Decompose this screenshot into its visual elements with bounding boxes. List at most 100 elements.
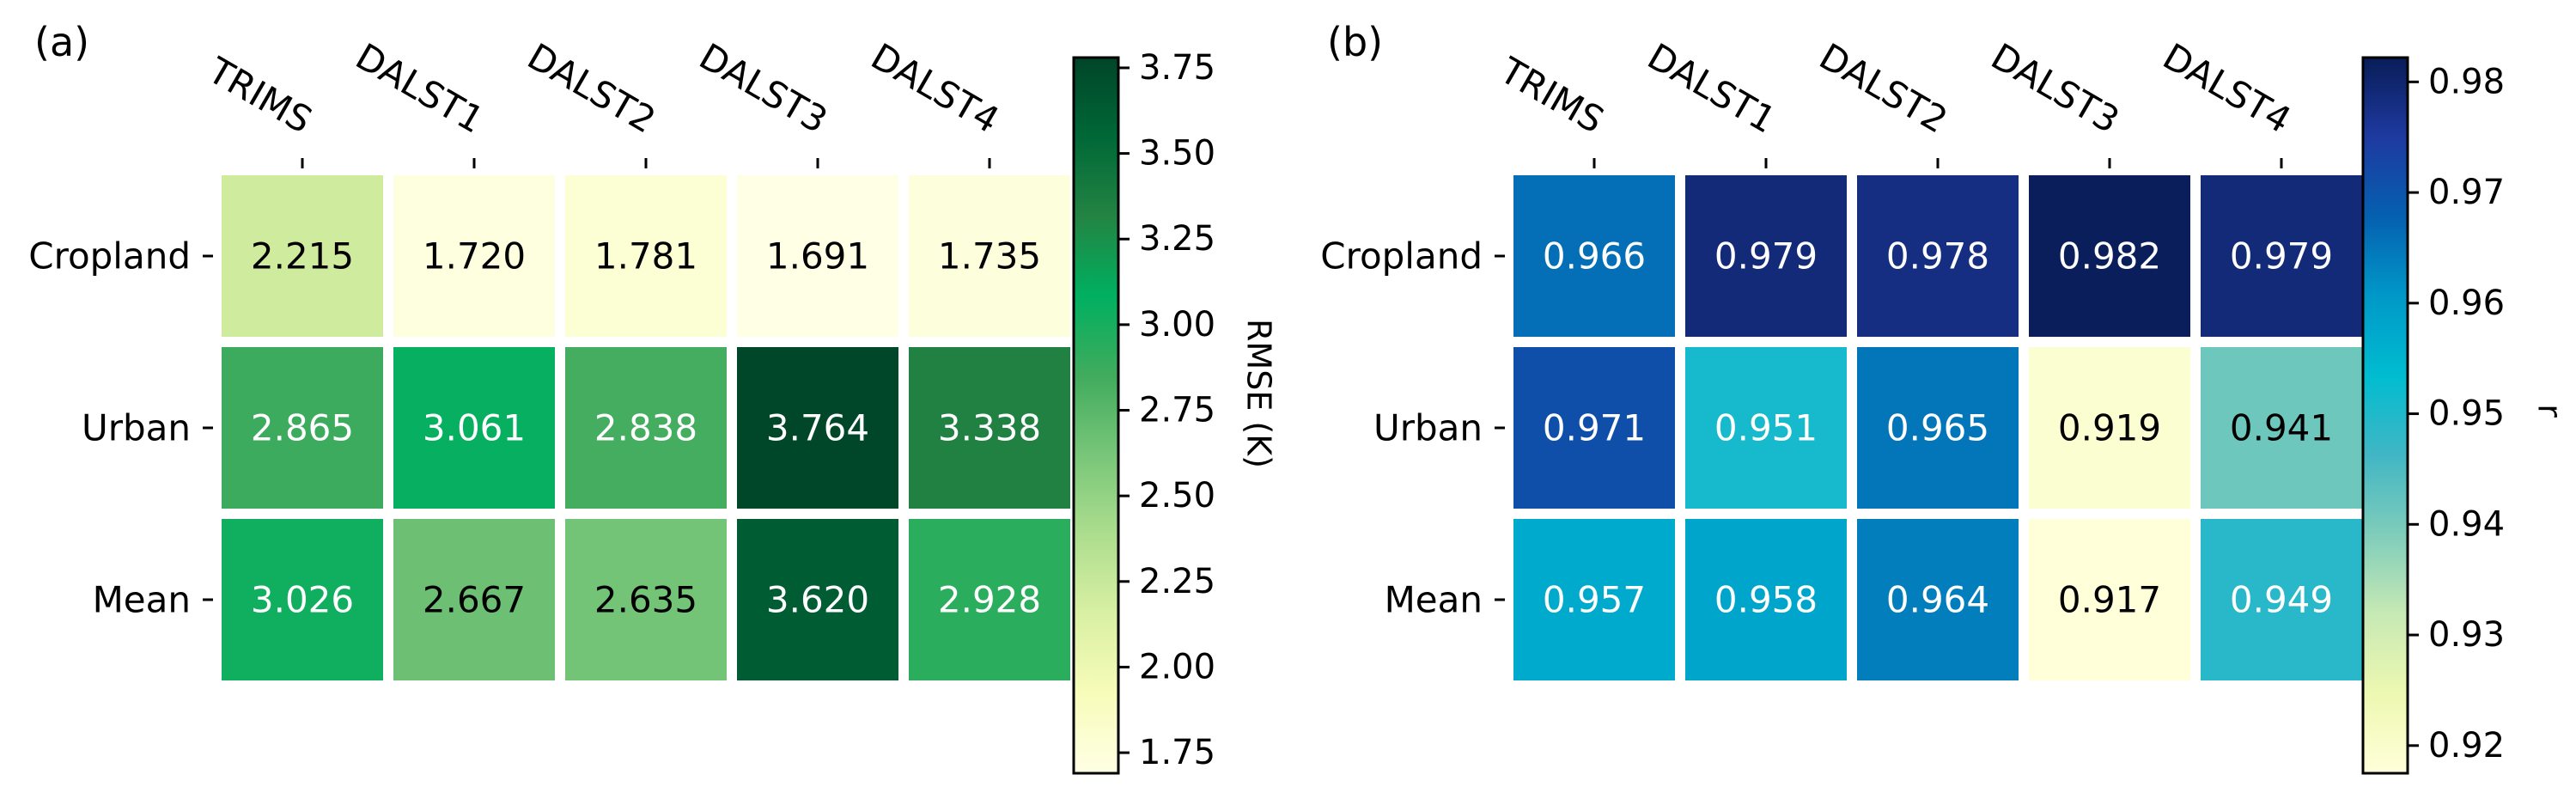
heatmap-cell [565,519,727,680]
x-tick-label: DALST4 [864,35,1006,142]
rmse-heatmap-cells: 2.215 1.720 1.781 1.691 1.735 2.865 3.061 2.838… [222,175,1070,680]
cell-value-label: 0.919 [2058,407,2161,449]
x-tick-label: DALST2 [521,35,662,142]
cell-value-label: 1.781 [594,235,697,278]
heatmap-cell [2029,347,2190,509]
colorbar-gradient [1072,56,1120,775]
cell-value-label: 1.720 [423,235,526,278]
x-tick-label: DALST4 [2156,35,2298,142]
heatmap-cell [1857,519,2019,680]
x-tick-label: DALST2 [1812,35,1954,142]
y-tick-label: Cropland [1320,235,1483,278]
colorbar-tick-label: 2.75 [1139,391,1215,430]
heatmap-cell [222,347,383,509]
cell-value-label: 3.026 [251,579,354,621]
x-tick-label: DALST3 [1984,35,2126,142]
cell-value-label: 0.979 [1714,235,1818,278]
cell-value-label: 0.978 [1886,235,1989,278]
heatmap-cell [737,175,898,337]
colorbar-tick-label: 3.00 [1139,305,1215,345]
cell-value-label: 3.620 [766,579,869,621]
colorbar-tick-label: 0.95 [2428,394,2505,434]
heatmap-cell [222,175,383,337]
rmse-y-axis: Cropland Urban Mean [28,235,213,621]
heatmap-cell [1513,175,1675,337]
heatmap-cell [2029,519,2190,680]
colorbar-tick-label: 0.94 [2428,504,2505,544]
cell-value-label: 0.957 [1543,579,1646,621]
colorbar-tick-label: 3.50 [1139,134,1215,174]
y-tick-label: Mean [93,579,191,621]
heatmap-cell [393,175,555,337]
cell-value-label: 3.061 [423,407,526,449]
colorbar-tick-label: 0.96 [2428,284,2505,323]
heatmap-cell [909,347,1070,509]
correlation-y-axis: Cropland Urban Mean [1320,235,1505,621]
correlation-x-axis: TRIMS DALST1 DALST2 DALST3 DALST4 [1492,35,2299,168]
colorbar-tick-label: 1.75 [1139,733,1215,772]
y-tick-label: Urban [1373,407,1483,449]
correlation-colorbar-label: r [2531,404,2569,418]
panel-label-a: (a) [34,19,89,65]
colorbar-tick-label: 0.97 [2428,173,2505,212]
cell-value-label: 0.979 [2230,235,2333,278]
heatmap-cell [1685,175,1847,337]
panel-label-b: (b) [1327,19,1383,65]
rmse-x-axis: TRIMS DALST1 DALST2 DALST3 DALST4 [200,35,1007,168]
cell-value-label: 2.667 [423,579,526,621]
heatmap-cell [393,519,555,680]
heatmap-cell [737,347,898,509]
cell-value-label: 2.928 [938,579,1041,621]
cell-value-label: 3.338 [938,407,1041,449]
heatmap-cell [2201,347,2362,509]
y-tick-label: Mean [1385,579,1483,621]
heatmap-cell [909,175,1070,337]
x-tick-label: TRIMS [200,49,319,142]
colorbar-tick-label: 2.00 [1139,647,1215,686]
y-tick-label: Urban [82,407,191,449]
colorbar-gradient [2361,56,2409,775]
cell-value-label: 0.949 [2230,579,2333,621]
cell-value-label: 0.951 [1714,407,1818,449]
colorbar-tick-label: 0.93 [2428,615,2505,655]
heatmap-cell [393,347,555,509]
x-tick-label: DALST1 [1641,35,1782,142]
cell-value-label: 0.971 [1543,407,1646,449]
cell-value-label: 2.838 [594,407,697,449]
cell-value-label: 2.215 [251,235,354,278]
colorbar-tick-label: 0.98 [2428,62,2505,101]
colorbar-tick-label: 2.25 [1139,562,1215,601]
cell-value-label: 0.982 [2058,235,2161,278]
heatmap-cell [1857,347,2019,509]
colorbar-tick-label: 2.50 [1139,476,1215,515]
x-tick-label: DALST3 [692,35,834,142]
heatmap-cell [222,519,383,680]
cell-value-label: 0.958 [1714,579,1818,621]
cell-value-label: 3.764 [766,407,869,449]
x-tick-label: DALST1 [349,35,490,142]
cell-value-label: 2.865 [251,407,354,449]
heatmap-cell [909,519,1070,680]
heatmap-cell [565,347,727,509]
rmse-colorbar-label: RMSE (K) [1240,319,1278,468]
correlation-heatmap-cells: 0.966 0.979 0.978 0.982 0.979 0.971 0.951 0.965… [1513,170,2372,686]
colorbar-tick-label: 3.75 [1139,48,1215,88]
heatmap-cell [2201,175,2362,337]
heatmap-cell [565,175,727,337]
cell-value-label: 1.735 [938,235,1041,278]
cell-value-label: 1.691 [766,235,869,278]
rmse-colorbar: 1.75 2.00 2.25 2.50 2.75 3.00 3.25 3.50 3.75 [1072,48,1215,775]
heatmap-cell [737,519,898,680]
colorbar-tick-label: 3.25 [1139,219,1215,259]
heatmap-cell [1513,347,1675,509]
y-tick-label: Cropland [28,235,191,278]
cell-value-label: 0.917 [2058,579,2161,621]
cell-value-label: 0.964 [1886,579,1989,621]
cell-value-label: 0.941 [2230,407,2333,449]
heatmap-cell [2029,175,2190,337]
heatmap-cell [1857,175,2019,337]
heatmap-cell [1685,519,1847,680]
